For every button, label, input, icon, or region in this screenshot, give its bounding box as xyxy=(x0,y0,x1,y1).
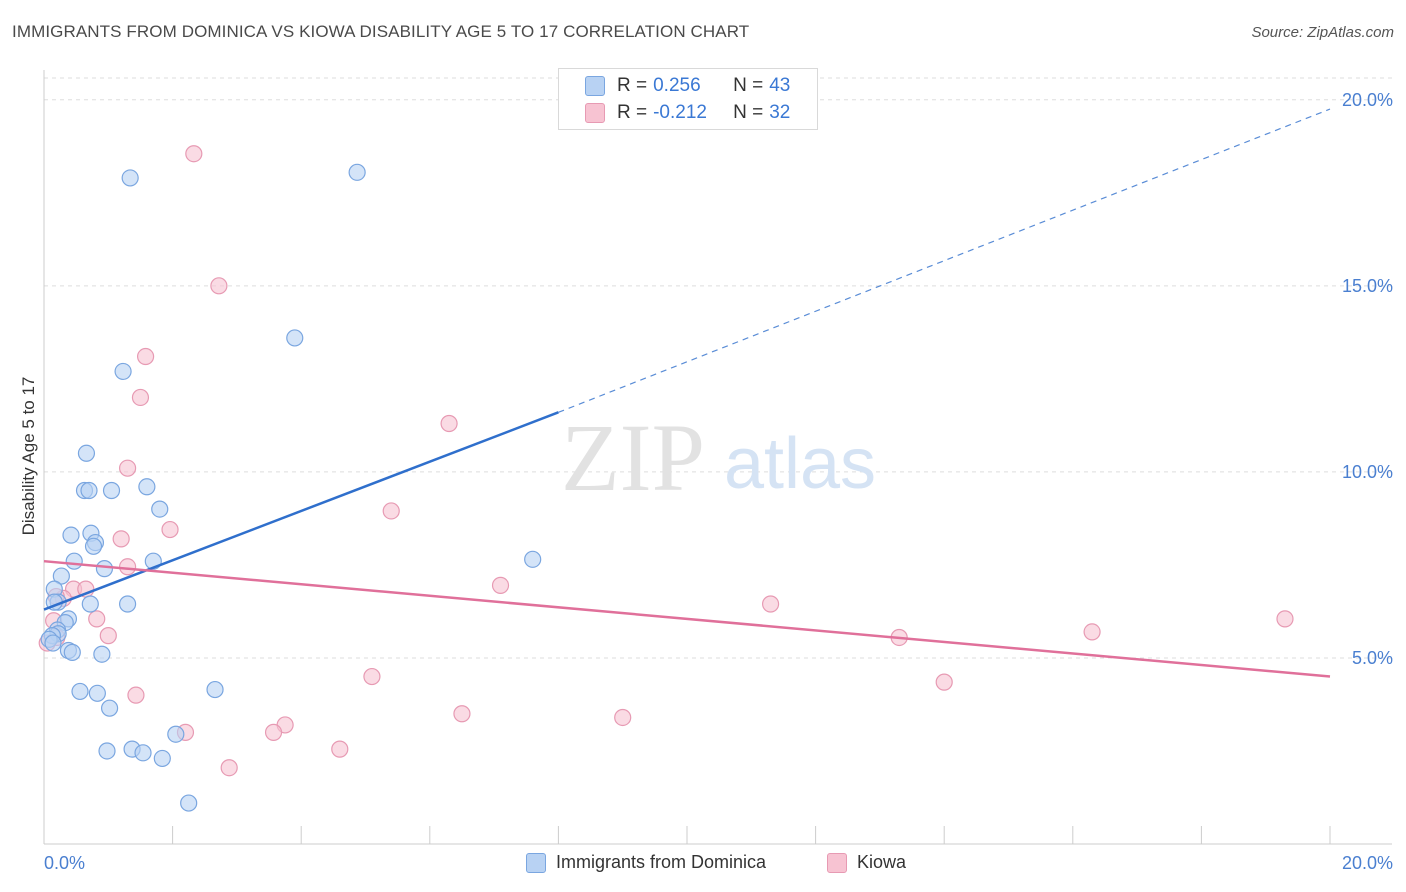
kiowa-point xyxy=(88,610,106,628)
dominica-point xyxy=(114,362,132,381)
dominica-point xyxy=(121,169,139,187)
dominica-point xyxy=(151,500,169,518)
kiowa-point xyxy=(220,759,238,777)
dominica-point xyxy=(81,595,99,613)
legend-r-value: 0.256 xyxy=(653,75,701,96)
x-tick-label-max: 20.0% xyxy=(1342,853,1393,873)
legend-swatch-dominica xyxy=(585,76,605,96)
bottom-legend-label-kiowa: Kiowa xyxy=(857,852,907,872)
x-tick-labels: 0.0% 20.0% xyxy=(44,853,1393,873)
legend-n-label: N = xyxy=(733,75,764,96)
kiowa-point xyxy=(136,347,155,366)
bottom-legend-swatch-dominica xyxy=(526,852,546,873)
kiowa-point xyxy=(453,705,471,723)
dominica-point xyxy=(44,634,62,652)
kiowa-point xyxy=(491,576,510,594)
dominica-point xyxy=(102,481,121,500)
kiowa-point xyxy=(382,502,400,520)
y-tick-label: 20.0% xyxy=(1342,90,1393,110)
dominica-point xyxy=(348,163,366,181)
legend-n-label: N = xyxy=(733,102,764,123)
kiowa-point xyxy=(1083,623,1101,641)
dominica-trend-extension xyxy=(558,108,1331,413)
dominica-trend-line xyxy=(43,411,559,611)
y-tick-label: 15.0% xyxy=(1342,276,1393,296)
dominica-point xyxy=(98,742,116,760)
stats-legend: R = 0.256 N = 43 R = -0.212 N = 32 xyxy=(558,68,818,130)
dominica-point xyxy=(93,645,111,663)
kiowa-trend-line xyxy=(43,559,1331,678)
kiowa-point xyxy=(1276,610,1294,628)
legend-n-value: 43 xyxy=(769,75,791,96)
dominica-point xyxy=(180,794,198,812)
legend-n-value: 32 xyxy=(769,102,791,123)
kiowa-point xyxy=(161,520,179,539)
kiowa-point xyxy=(185,145,203,163)
dominica-point xyxy=(62,526,80,544)
y-tick-labels: 5.0% 10.0% 15.0% 20.0% xyxy=(1342,90,1393,668)
dominica-point xyxy=(80,481,98,500)
kiowa-point xyxy=(331,740,349,758)
grid-lines xyxy=(44,77,1392,659)
x-tick-label-min: 0.0% xyxy=(44,853,85,873)
dominica-point xyxy=(52,567,70,585)
y-axis-label: Disability Age 5 to 17 xyxy=(19,377,38,536)
kiowa-point xyxy=(118,558,137,576)
dominica-point xyxy=(524,550,542,568)
dominica-point xyxy=(88,684,106,702)
dominica-point xyxy=(65,552,83,570)
dominica-point xyxy=(153,749,171,768)
bottom-legend-swatch-kiowa xyxy=(827,852,847,873)
legend-swatch-kiowa xyxy=(585,103,605,123)
kiowa-point xyxy=(131,388,150,407)
legend-row-dominica: R = 0.256 N = 43 xyxy=(585,74,790,98)
watermark: ZIP atlas xyxy=(561,404,876,511)
dominica-point xyxy=(134,744,152,762)
dominica-point xyxy=(84,537,103,555)
dominica-point xyxy=(206,680,224,699)
kiowa-point xyxy=(112,530,130,548)
dominica-point xyxy=(71,682,89,701)
kiowa-point xyxy=(210,277,228,295)
y-tick-label: 5.0% xyxy=(1352,648,1393,668)
bottom-legend-label-dominica: Immigrants from Dominica xyxy=(556,852,767,872)
chart-title: IMMIGRANTS FROM DOMINICA VS KIOWA DISABI… xyxy=(12,22,750,41)
legend-r-label: R = xyxy=(617,102,648,123)
bottom-legend-dominica: Immigrants from Dominica xyxy=(526,852,766,873)
dominica-point xyxy=(77,444,96,462)
kiowa-point xyxy=(127,686,145,704)
kiowa-point xyxy=(614,708,632,727)
dominica-point xyxy=(95,560,114,578)
dominica-point xyxy=(167,725,185,743)
trend-lines xyxy=(43,108,1331,678)
legend-row-kiowa: R = -0.212 N = 32 xyxy=(585,101,790,125)
watermark-atlas: atlas xyxy=(724,424,876,504)
kiowa-point xyxy=(935,673,953,691)
axes xyxy=(43,70,1392,845)
source-label: Source: ZipAtlas.com xyxy=(1251,24,1394,41)
dominica-point xyxy=(286,329,304,347)
dominica-points xyxy=(40,163,542,812)
kiowa-point xyxy=(118,459,137,477)
watermark-zip: ZIP xyxy=(561,404,705,511)
bottom-legend-kiowa: Kiowa xyxy=(827,852,906,873)
legend-r-value: -0.212 xyxy=(653,102,707,123)
dominica-point xyxy=(63,643,81,661)
dominica-point xyxy=(118,595,137,613)
legend-r-label: R = xyxy=(617,75,648,96)
kiowa-point xyxy=(761,595,780,613)
kiowa-point xyxy=(264,723,283,741)
dominica-point xyxy=(138,478,156,496)
kiowa-point xyxy=(363,667,381,686)
kiowa-point xyxy=(440,414,458,433)
dominica-point xyxy=(100,699,119,717)
y-tick-label: 10.0% xyxy=(1342,462,1393,482)
kiowa-point xyxy=(99,627,117,645)
